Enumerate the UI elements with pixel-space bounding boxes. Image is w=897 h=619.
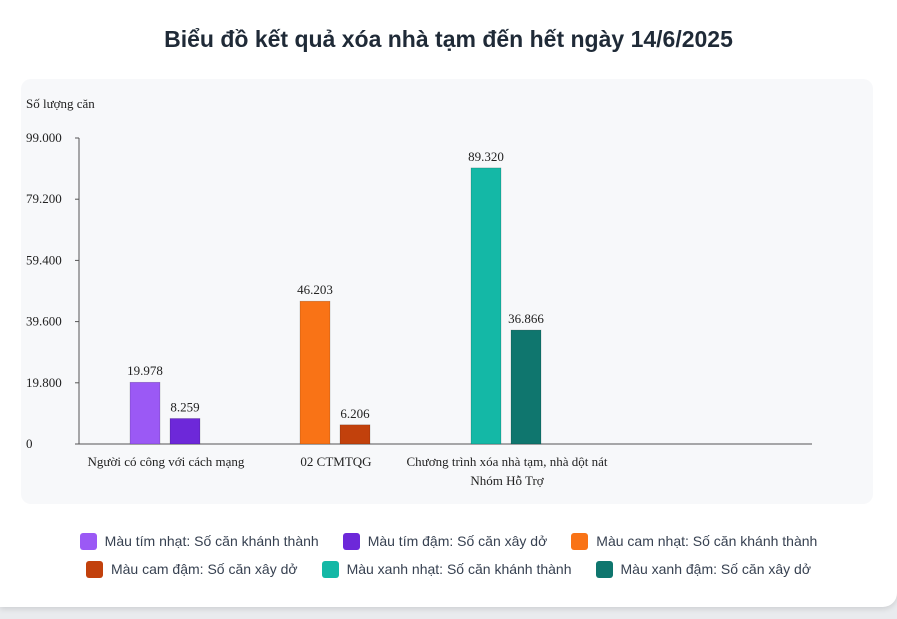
bar-value-label: 6.206 — [340, 406, 370, 421]
legend-item: Màu cam đậm: Số căn xây dở — [85, 560, 298, 578]
bar-value-label: 36.866 — [508, 311, 544, 326]
legend-swatch — [595, 560, 613, 578]
legend-swatch — [85, 560, 103, 578]
category-label: Nhóm Hỗ Trợ — [470, 473, 544, 488]
legend-swatch — [79, 532, 97, 550]
legend-swatch — [571, 532, 589, 550]
legend-label: Màu cam nhạt: Số căn khánh thành — [596, 533, 818, 549]
legend-swatch — [342, 532, 360, 550]
bar — [470, 167, 502, 445]
legend-item: Màu xanh nhạt: Số căn khánh thành — [321, 560, 572, 578]
category-label: Chương trình xóa nhà tạm, nhà dột nát — [407, 454, 608, 469]
bar — [129, 381, 161, 445]
legend-label: Màu tím nhạt: Số căn khánh thành — [104, 533, 319, 549]
chart-legend: Màu tím nhạt: Số căn khánh thành Màu tím … — [0, 527, 897, 583]
legend-label: Màu tím đậm: Số căn xây dở — [367, 533, 548, 549]
bar-value-label: 89.320 — [468, 149, 504, 164]
y-tick-label: 59.400 — [26, 252, 62, 267]
legend-row: Màu tím nhạt: Số căn khánh thành Màu tím … — [0, 527, 897, 555]
y-tick-label: 79.200 — [26, 191, 62, 206]
bar-chart: Số lượng căn 0 19.800 39.600 59.400 79.200 99.… — [26, 96, 812, 488]
legend-item: Màu tím đậm: Số căn xây dở — [342, 532, 548, 550]
bar — [510, 329, 542, 445]
category-label: 02 CTMTQG — [300, 454, 371, 469]
bar-value-label: 19.978 — [127, 363, 163, 378]
y-tick-label: 0 — [26, 436, 33, 451]
legend-row: Màu cam đậm: Số căn xây dở Màu xanh nhạt:… — [0, 555, 897, 583]
legend-label: Màu xanh đậm: Số căn xây dở — [620, 561, 812, 577]
y-axis-label: Số lượng căn — [26, 96, 95, 111]
bar-value-label: 46.203 — [297, 282, 333, 297]
plot-panel — [21, 79, 873, 504]
bar — [169, 418, 201, 445]
y-tick-label: 39.600 — [26, 314, 62, 329]
legend-label: Màu xanh nhạt: Số căn khánh thành — [346, 561, 572, 577]
legend-item: Màu xanh đậm: Số căn xây dở — [595, 560, 812, 578]
bar — [299, 300, 331, 445]
y-tick-label: 99.000 — [26, 130, 62, 145]
bar — [339, 424, 371, 445]
bar-value-label: 8.259 — [170, 399, 199, 414]
category-label: Người có công với cách mạng — [88, 454, 245, 469]
legend-item: Màu cam nhạt: Số căn khánh thành — [571, 532, 818, 550]
chart-title: Biểu đồ kết quả xóa nhà tạm đến hết ngày… — [164, 26, 733, 52]
legend-item: Màu tím nhạt: Số căn khánh thành — [79, 532, 319, 550]
y-tick-label: 19.800 — [26, 375, 62, 390]
legend-swatch — [321, 560, 339, 578]
legend-label: Màu cam đậm: Số căn xây dở — [110, 561, 298, 577]
